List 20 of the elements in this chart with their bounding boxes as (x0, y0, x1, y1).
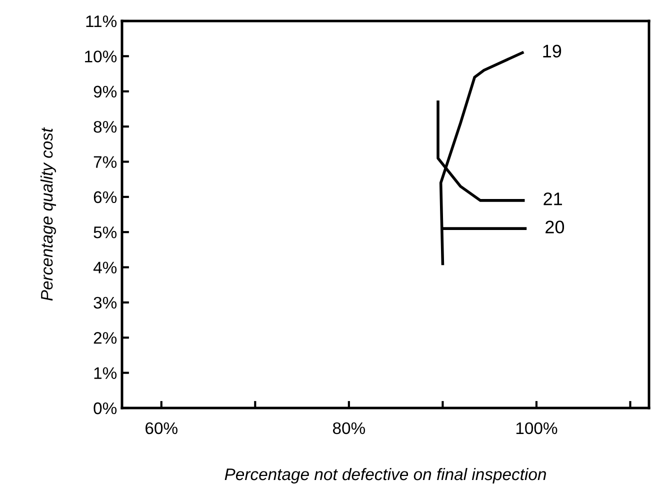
y-tick-label: 6% (94, 191, 117, 204)
x-axis-title: Percentage not defective on final inspection (224, 468, 546, 484)
x-tick-label: 60% (146, 422, 178, 434)
series-label: 20 (546, 220, 564, 234)
y-tick-label: 0% (94, 402, 117, 414)
x-tick-label: 80% (332, 422, 366, 434)
series-label: 19 (543, 44, 562, 58)
series-label: 21 (544, 192, 562, 206)
y-tick-label: 9% (94, 86, 117, 98)
y-tick-label: 2% (94, 332, 117, 344)
y-tick-label: 5% (94, 226, 117, 238)
y-tick-label: 4% (93, 262, 117, 274)
y-tick-label: 10% (85, 50, 117, 62)
y-axis-title: Percentage quality cost (40, 127, 56, 301)
y-tick-label: 3% (94, 296, 117, 309)
y-tick-label: 11% (86, 15, 117, 28)
x-tick-label: 100% (516, 422, 558, 434)
y-tick-label: 1% (94, 367, 117, 379)
y-tick-label: 7% (94, 156, 117, 168)
y-tick-label: 8% (94, 120, 117, 133)
